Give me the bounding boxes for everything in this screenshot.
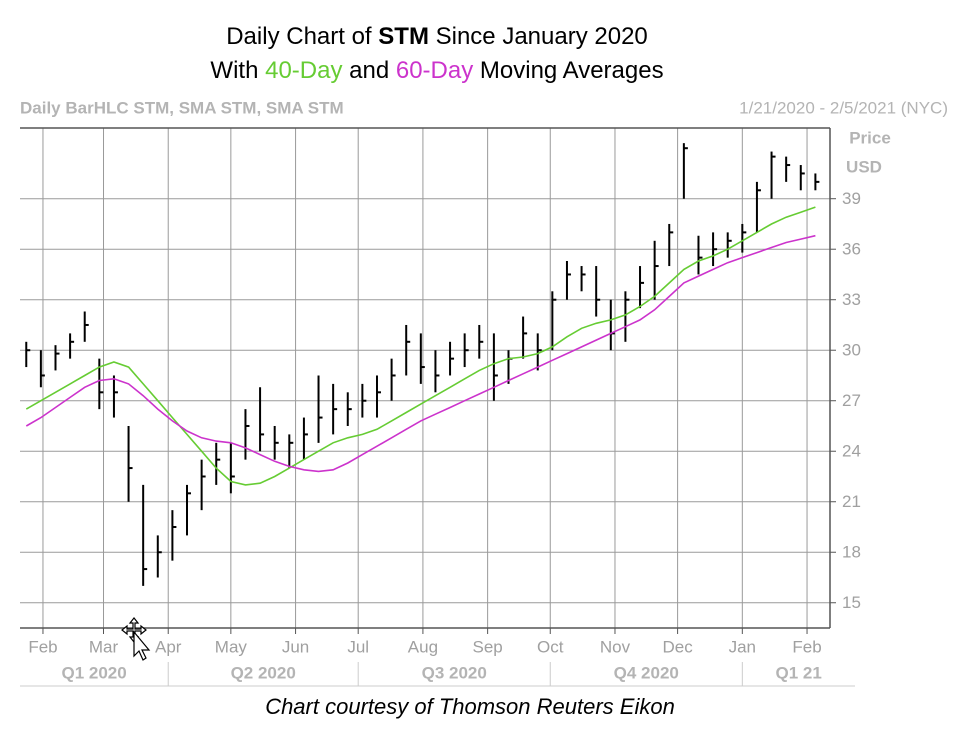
x-tick-label: Dec <box>662 637 693 656</box>
y-tick-label: 18 <box>842 543 861 562</box>
title-line-1: Daily Chart of STM Since January 2020 <box>226 23 648 50</box>
y-tick-label: 30 <box>842 341 861 360</box>
axes: 15 18 21 24 27 30 33 36 39 Feb Mar Apr May Jun Jul Aug S… <box>20 127 861 687</box>
marks <box>25 143 820 586</box>
y-tick-label: 39 <box>842 189 861 208</box>
title-part: 40-Day <box>265 57 342 84</box>
footer: Chart courtesy of Thomson Reuters Eikon <box>265 694 675 719</box>
title-line-2: With 40-Day and 60-Day Moving Averages <box>210 57 663 84</box>
y-tick-label: 36 <box>842 240 861 259</box>
quarter-label: Q3 2020 <box>422 663 487 682</box>
title-part: With <box>210 57 265 84</box>
y-tick-label: 21 <box>842 492 861 511</box>
y-axis-label: USD <box>846 157 882 176</box>
cursor-icon <box>121 617 151 661</box>
x-tick-label: Jan <box>729 637 756 656</box>
info-left: Daily BarHLC STM, SMA STM, SMA STM <box>20 98 344 117</box>
y-tick-label: 15 <box>842 593 861 612</box>
x-tick-label: Feb <box>28 637 57 656</box>
quarter-label: Q2 2020 <box>231 663 296 682</box>
x-tick-label: May <box>215 637 248 656</box>
title-part: Moving Averages <box>473 57 663 84</box>
x-tick-label: Aug <box>408 637 438 656</box>
x-tick-label: Jun <box>282 637 309 656</box>
x-tick-label: Apr <box>155 637 182 656</box>
title-part: Daily Chart of <box>226 23 378 50</box>
y-tick-label: 24 <box>842 442 861 461</box>
title-part: Since January 2020 <box>429 23 648 50</box>
x-tick-label: Nov <box>600 637 631 656</box>
moving-average-line <box>25 206 816 486</box>
pointer-icon <box>133 630 151 661</box>
x-tick-label: Oct <box>537 637 564 656</box>
x-tick-label: Mar <box>89 637 119 656</box>
y-tick-label: 27 <box>842 391 861 410</box>
quarter-label: Q1 21 <box>776 663 822 682</box>
x-tick-label: Feb <box>792 637 821 656</box>
x-tick-label: Jul <box>347 637 369 656</box>
quarter-label: Q4 2020 <box>614 663 679 682</box>
title-part: and <box>342 57 395 84</box>
title-part: STM <box>378 23 429 50</box>
info-right: 1/21/2020 - 2/5/2021 (NYC) <box>739 98 948 117</box>
title-part: 60-Day <box>396 57 473 84</box>
moving-average-line <box>25 234 816 473</box>
y-tick-label: 33 <box>842 290 861 309</box>
quarter-label: Q1 2020 <box>61 663 126 682</box>
grid <box>20 128 830 628</box>
x-tick-label: Sep <box>473 637 503 656</box>
y-axis-label: Price <box>849 128 891 147</box>
